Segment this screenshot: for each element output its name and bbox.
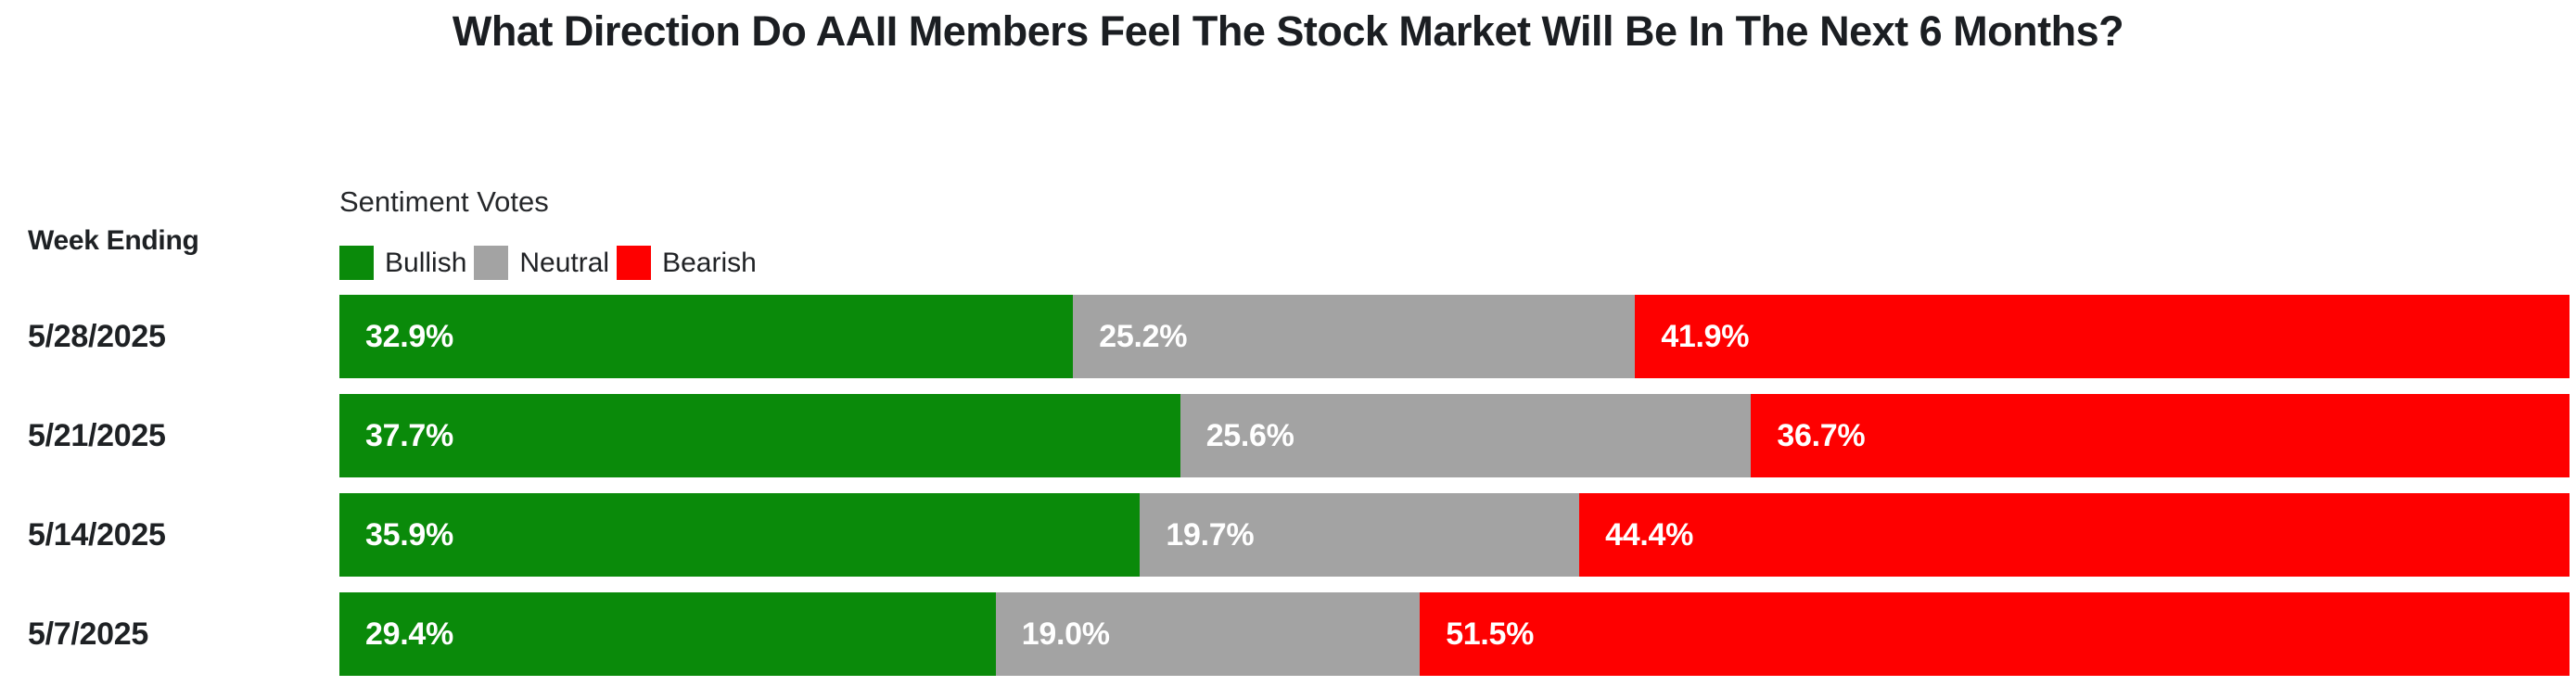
bar-segment-bearish: 44.4% xyxy=(1579,493,2570,577)
legend-swatch-neutral-icon xyxy=(474,246,509,280)
chart-row: 5/14/2025 35.9% 19.7% 44.4% xyxy=(0,493,2570,577)
bar-segment-value: 37.7% xyxy=(365,417,453,453)
row-label: 5/14/2025 xyxy=(28,516,166,553)
bar-segment-value: 36.7% xyxy=(1777,417,1866,453)
bar-segment-bearish: 36.7% xyxy=(1751,394,2570,477)
bar-segment-value: 32.9% xyxy=(365,318,453,354)
bar-segment-bullish: 32.9% xyxy=(339,295,1074,378)
bar-segment-bullish: 35.9% xyxy=(339,493,1141,577)
legend-title: Sentiment Votes xyxy=(339,185,549,218)
bar-segment-value: 51.5% xyxy=(1446,616,1535,652)
row-label: 5/7/2025 xyxy=(28,616,148,652)
bar-segment-neutral: 25.6% xyxy=(1180,394,1752,477)
legend-item-bearish: Bearish xyxy=(617,246,757,280)
bar-segment-neutral: 25.2% xyxy=(1073,295,1636,378)
bar-rows: 5/28/2025 32.9% 25.2% 41.9% 5/21/2025 37.7% 25… xyxy=(0,295,2570,676)
page-title: What Direction Do AAII Members Feel The … xyxy=(452,7,2124,55)
bar-segment-neutral: 19.7% xyxy=(1140,493,1580,577)
bar-segment-value: 44.4% xyxy=(1605,516,1694,553)
legend-label: Bearish xyxy=(662,247,757,278)
legend: Bullish Neutral Bearish xyxy=(339,246,757,280)
bar-segment-bearish: 51.5% xyxy=(1420,592,2570,676)
bar-segment-value: 25.6% xyxy=(1205,417,1294,453)
bar-segment-bearish: 41.9% xyxy=(1635,295,2570,378)
bar-segment-value: 41.9% xyxy=(1661,318,1750,354)
legend-item-bullish: Bullish xyxy=(339,246,466,280)
chart-row: 5/7/2025 29.4% 19.0% 51.5% xyxy=(0,592,2570,676)
stacked-bar: 32.9% 25.2% 41.9% xyxy=(339,295,2570,378)
bar-segment-value: 19.0% xyxy=(1021,616,1110,652)
legend-swatch-bearish-icon xyxy=(617,246,652,280)
stacked-bar: 37.7% 25.6% 36.7% xyxy=(339,394,2570,477)
bar-segment-value: 19.7% xyxy=(1166,516,1255,553)
stacked-bar: 35.9% 19.7% 44.4% xyxy=(339,493,2570,577)
row-label: 5/28/2025 xyxy=(28,318,166,354)
legend-label: Bullish xyxy=(385,247,467,278)
bar-segment-value: 29.4% xyxy=(365,616,453,652)
bar-segment-neutral: 19.0% xyxy=(995,592,1421,676)
row-label: 5/21/2025 xyxy=(28,417,166,453)
bar-segment-value: 25.2% xyxy=(1099,318,1188,354)
bar-segment-value: 35.9% xyxy=(365,516,453,553)
stacked-bar: 29.4% 19.0% 51.5% xyxy=(339,592,2570,676)
legend-item-neutral: Neutral xyxy=(474,246,609,280)
week-ending-axis-label: Week Ending xyxy=(28,225,199,256)
legend-swatch-bullish-icon xyxy=(339,246,374,280)
bar-segment-bullish: 37.7% xyxy=(339,394,1180,477)
bar-segment-bullish: 29.4% xyxy=(339,592,996,676)
chart-row: 5/28/2025 32.9% 25.2% 41.9% xyxy=(0,295,2570,378)
legend-label: Neutral xyxy=(519,247,610,278)
chart-row: 5/21/2025 37.7% 25.6% 36.7% xyxy=(0,394,2570,477)
